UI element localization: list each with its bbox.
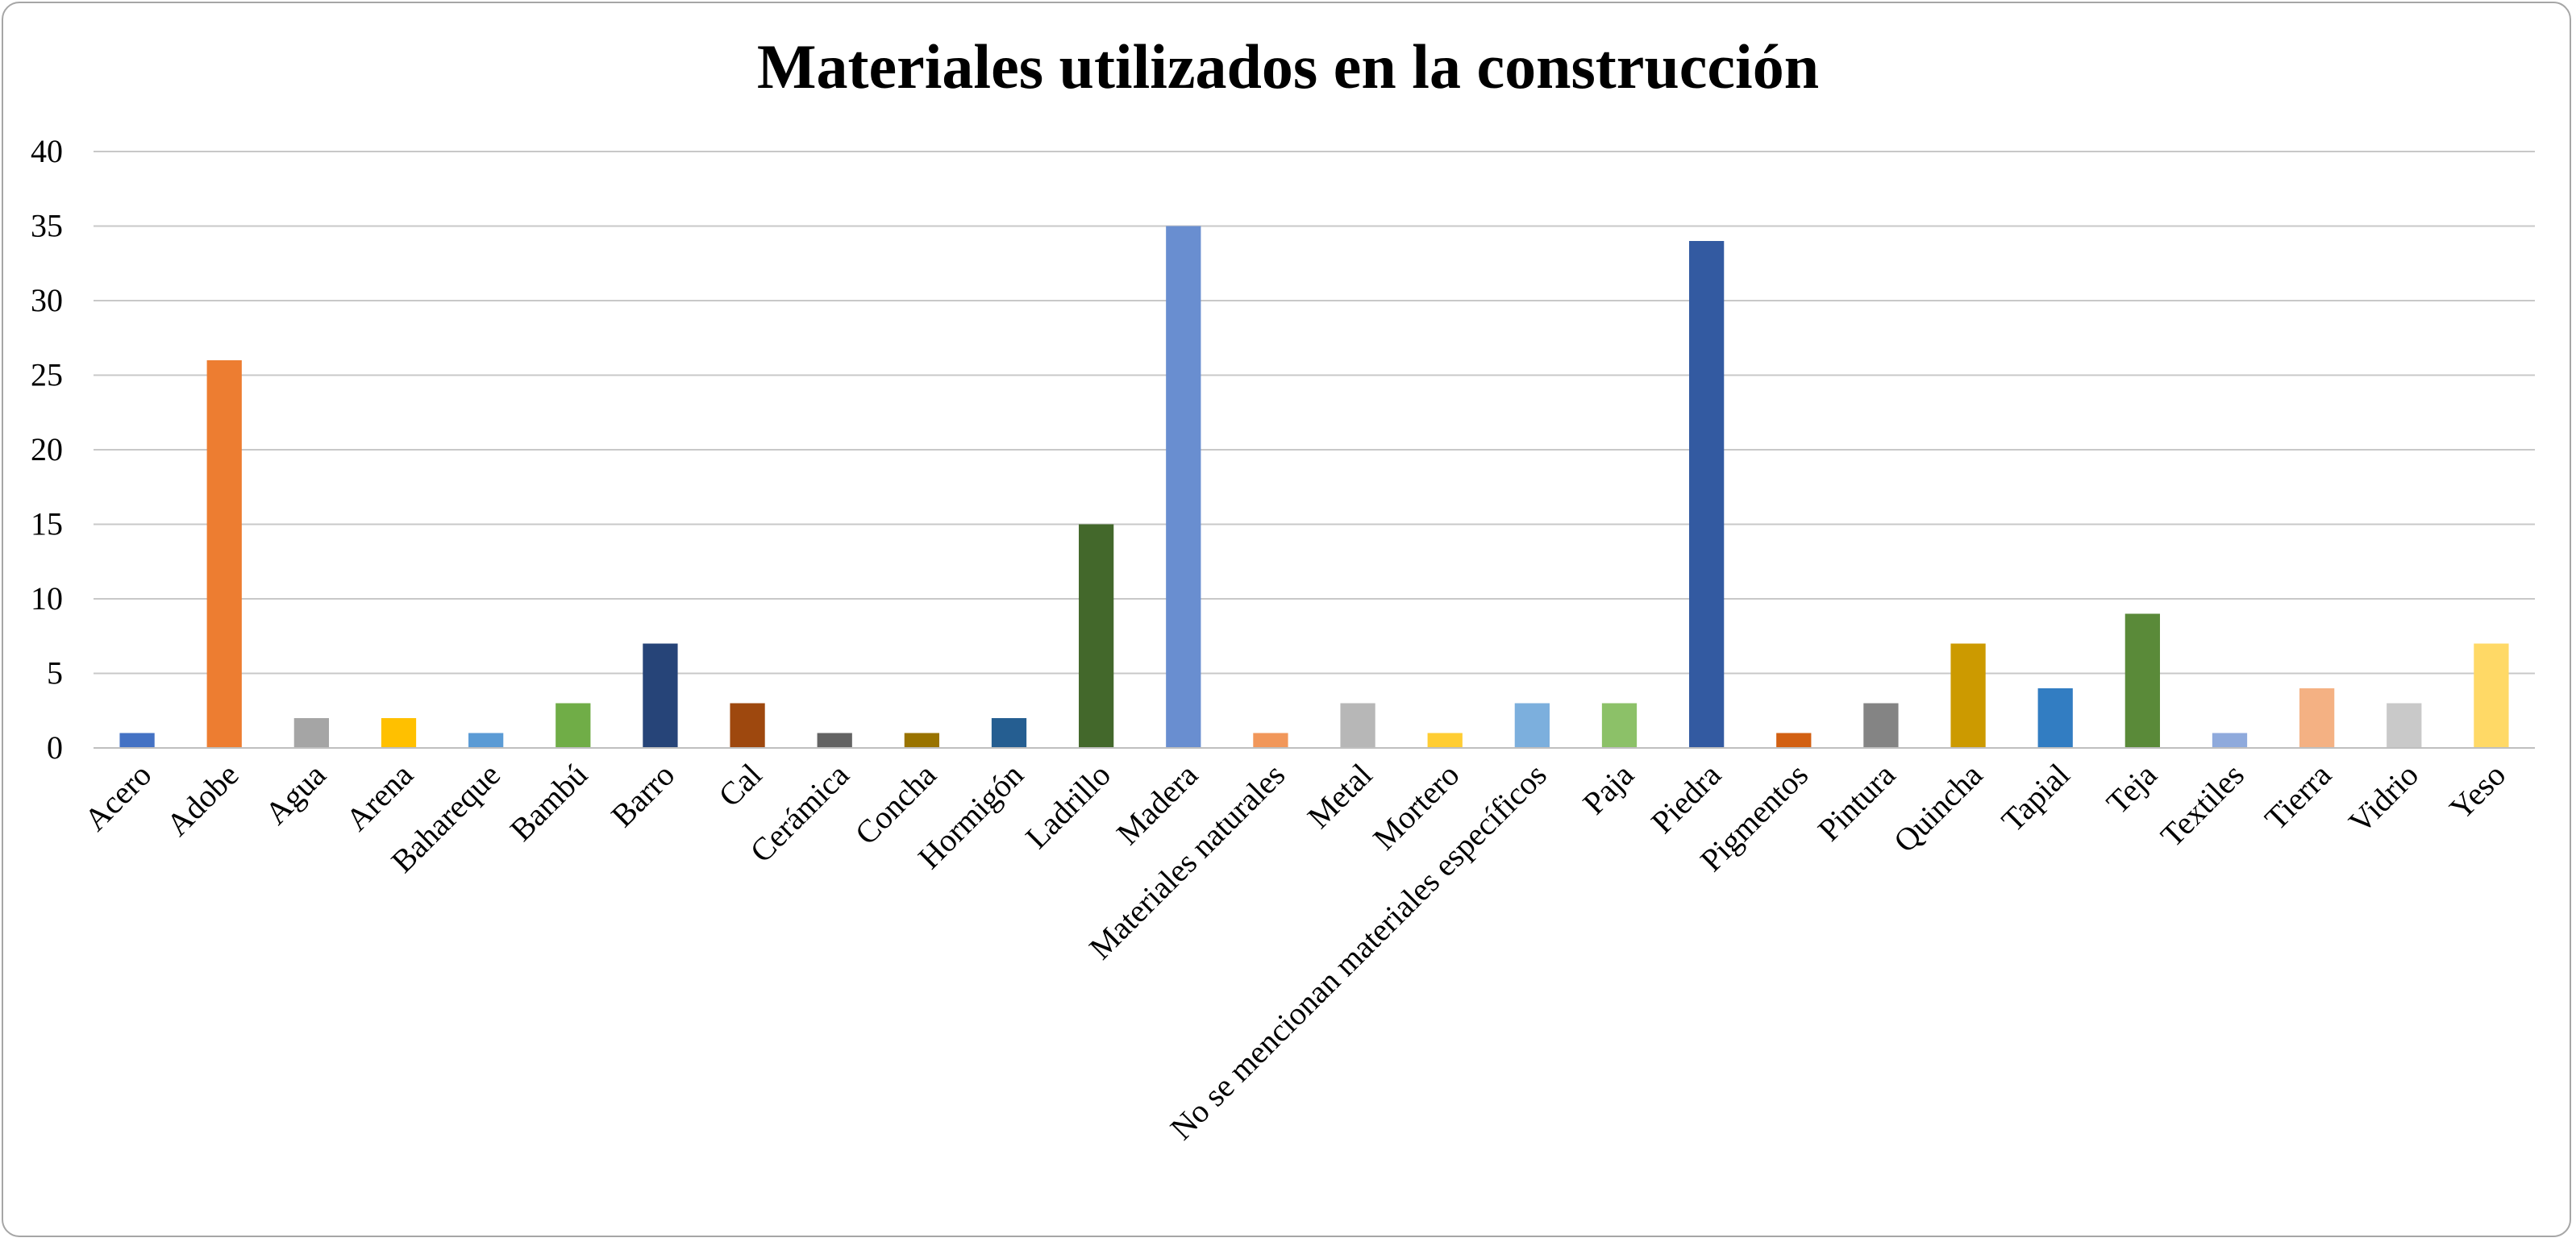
bar-tierra — [2299, 688, 2335, 748]
y-tick-label: 15 — [31, 506, 63, 542]
y-tick-label: 35 — [31, 208, 63, 244]
x-category-label: Tierra — [2258, 756, 2338, 837]
bar-yeso — [2474, 643, 2509, 748]
bar-madera — [1166, 226, 1201, 748]
bar-acero — [119, 733, 155, 748]
x-category-label: Piedra — [1644, 756, 1728, 840]
x-category-label: Vidrio — [2341, 757, 2425, 841]
y-axis-tick-labels: 0 5 10 15 20 25 30 35 40 — [31, 133, 63, 766]
bar-mortero — [1427, 733, 1463, 748]
bar-barro — [643, 643, 678, 748]
x-category-label: Cal — [711, 757, 768, 814]
bar-adobe — [206, 360, 242, 748]
bar-agua — [293, 718, 329, 748]
x-category-label: Metal — [1300, 757, 1380, 836]
bar-pigmentos — [1776, 733, 1812, 748]
bar-bahareque — [468, 733, 504, 748]
bar-hormigón — [991, 718, 1027, 748]
bar-tapial — [2037, 688, 2073, 748]
x-category-label: Agua — [258, 756, 333, 831]
x-category-label: Acero — [77, 757, 159, 838]
bar-textiles — [2212, 733, 2248, 748]
bar-cal — [730, 703, 765, 748]
bar-metal — [1340, 703, 1375, 748]
x-category-label: Textiles — [2154, 757, 2251, 854]
bar-teja — [2124, 613, 2160, 748]
bar-bambú — [556, 703, 591, 748]
y-tick-label: 25 — [31, 357, 63, 393]
x-category-label: Bambú — [503, 757, 595, 849]
chart-title: Materiales utilizados en la construcción — [756, 31, 1820, 102]
x-category-label: Adobe — [159, 757, 245, 843]
bar-piedra — [1689, 241, 1725, 748]
x-category-label: Ladrillo — [1018, 757, 1117, 856]
bar-arena — [381, 718, 417, 748]
bar-paja — [1601, 703, 1638, 748]
bar-materiales-naturales — [1253, 733, 1288, 748]
bars — [119, 226, 2509, 748]
bar-pintura — [1863, 703, 1899, 748]
bar-quincha — [1950, 643, 1986, 748]
y-tick-label: 20 — [31, 431, 63, 467]
x-category-label: Yeso — [2442, 757, 2512, 827]
x-category-label: Tapial — [1994, 757, 2076, 839]
y-tick-label: 0 — [47, 729, 63, 766]
bar-vidrio — [2387, 703, 2422, 748]
bar-ladrillo — [1079, 524, 1114, 748]
gridlines — [94, 151, 2535, 675]
x-category-label: Quincha — [1887, 756, 1990, 859]
bar-cerámica — [817, 733, 852, 748]
bar-concha — [904, 733, 939, 748]
bar-no-se-mencionan-materiales-específicos — [1514, 703, 1550, 748]
y-tick-label: 40 — [31, 133, 63, 169]
y-tick-label: 5 — [47, 655, 63, 692]
x-category-label: Arena — [339, 756, 420, 837]
x-category-label: Paja — [1575, 756, 1641, 821]
y-tick-label: 10 — [31, 580, 63, 617]
y-tick-label: 30 — [31, 282, 63, 318]
x-category-label: Teja — [2100, 756, 2164, 820]
x-category-label: Barro — [604, 757, 681, 834]
